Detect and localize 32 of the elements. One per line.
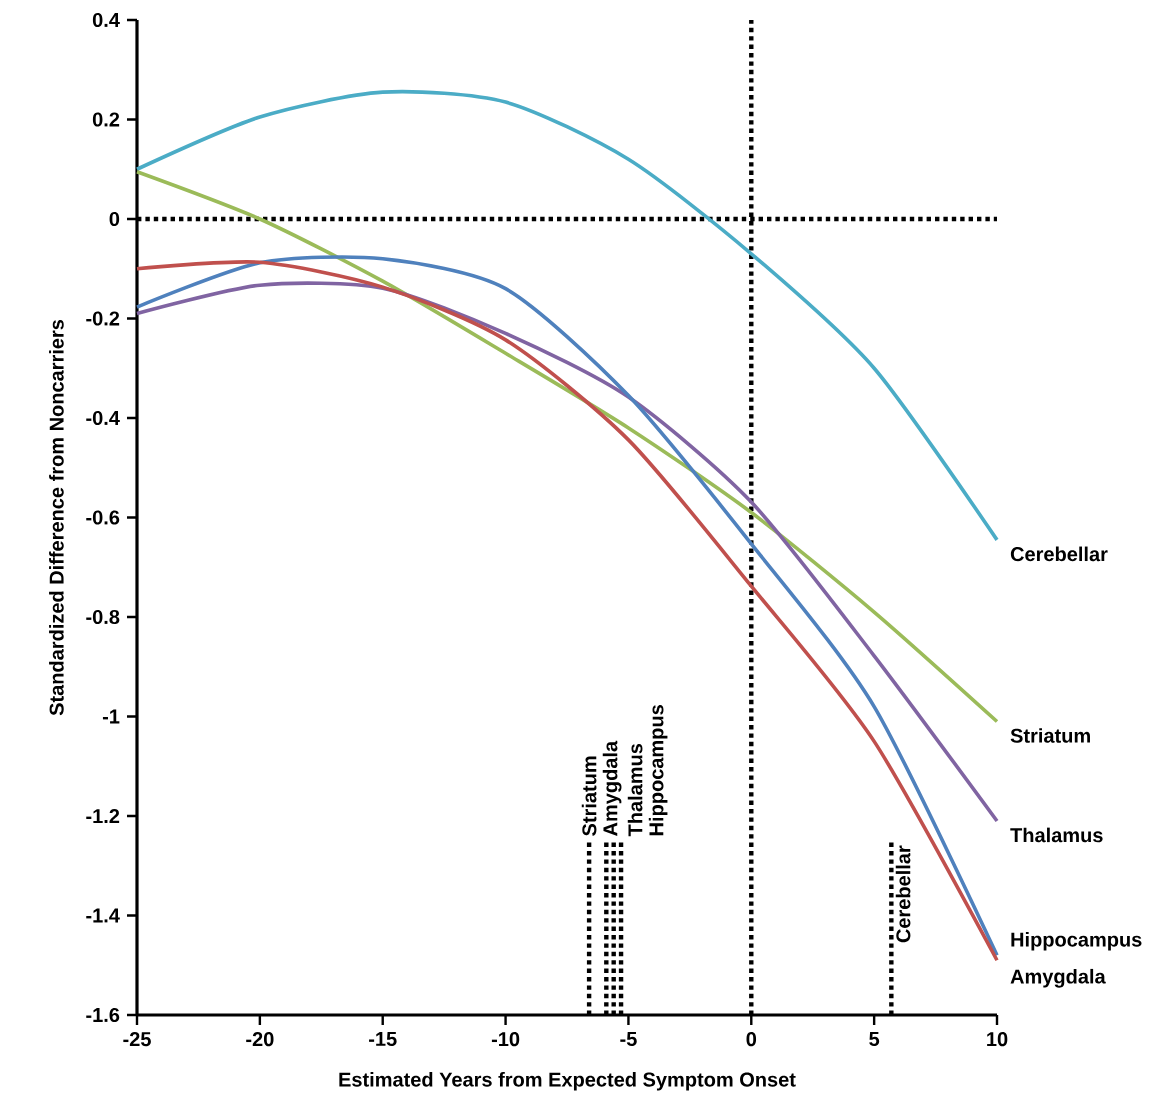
y-tick-label: -0.6	[86, 510, 120, 525]
y-tick-label: 0.2	[92, 112, 120, 127]
y-tick-label: -0.8	[86, 609, 120, 625]
ref-line-label: Amygdala	[602, 740, 622, 836]
x-tick-label: 10	[987, 1032, 1008, 1047]
ref-line-label: Hippocampus	[648, 705, 668, 836]
series-label: Cerebellar	[1010, 546, 1108, 562]
series-label: Hippocampus	[1011, 931, 1142, 951]
y-tick-label: 0.4	[92, 12, 120, 28]
y-tick-label: -1.4	[86, 908, 120, 923]
ref-line-label: Thalamus	[627, 743, 643, 837]
line-series	[135, 89, 999, 542]
x-tick-label: -10	[491, 1032, 520, 1047]
series-label: Amygdala	[1010, 968, 1106, 988]
y-tick-label: -0.2	[86, 311, 120, 326]
x-tick-label: -20	[246, 1032, 274, 1047]
y-tick-label: 0	[109, 211, 120, 227]
ref-line-label: Cerebellar	[895, 845, 911, 943]
y-tick-label: -1.6	[86, 1007, 120, 1023]
y-tick-label: -0.4	[86, 410, 120, 426]
y-tick-label: -1	[102, 709, 120, 724]
x-axis-title: Estimated Years from Expected Symptom Onset	[339, 1071, 796, 1091]
y-tick-label: -1.2	[86, 809, 120, 823]
x-tick-label: 5	[869, 1032, 880, 1047]
x-tick-label: -25	[123, 1032, 151, 1047]
x-tick-label: -15	[369, 1032, 397, 1047]
ref-line-label: Striatum	[581, 756, 597, 836]
x-tick-label: 0	[746, 1032, 757, 1047]
y-axis-title: Standardized Difference from Noncarriers	[49, 319, 64, 716]
series-label: Thalamus	[1010, 827, 1103, 843]
series-label: Striatum	[1010, 728, 1090, 743]
x-tick-label: -5	[620, 1032, 637, 1047]
